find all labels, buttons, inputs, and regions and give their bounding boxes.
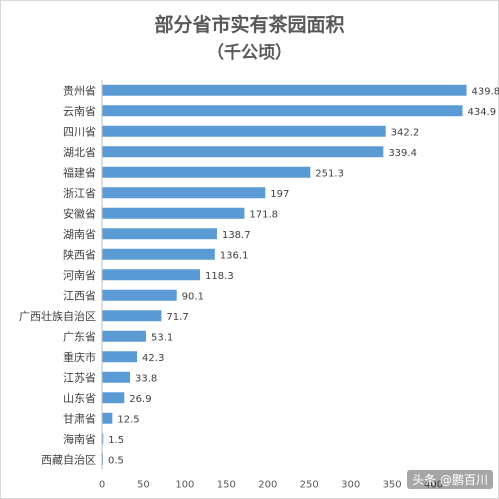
x-tick-label: 150	[217, 480, 236, 491]
category-label: 湖南省	[63, 228, 96, 241]
x-tick-label: 300	[341, 480, 360, 491]
x-axis: 0 50 100 150 200 250 300 350 400	[99, 80, 443, 491]
category-label: 甘肃省	[63, 412, 96, 425]
bar-2	[102, 125, 386, 137]
bar-11	[102, 310, 162, 322]
bar-1	[102, 105, 463, 117]
value-label: 26.9	[129, 394, 151, 405]
category-label: 山东省	[63, 392, 96, 405]
value-label: 251.3	[315, 168, 344, 179]
category-label: 广西壮族自治区	[19, 309, 96, 323]
category-label: 陕西省	[63, 247, 96, 261]
x-tick-label: 50	[137, 480, 150, 491]
bar-6	[102, 207, 245, 219]
bar-15	[102, 392, 125, 404]
category-label: 广东省	[63, 330, 96, 343]
bar-14	[102, 371, 131, 383]
value-label: 439.8	[472, 86, 499, 97]
chart-title: 部分省市实有茶园面积	[154, 14, 345, 36]
value-label: 197	[270, 189, 289, 200]
x-tick-label: 250	[300, 480, 319, 491]
value-label: 342.2	[391, 127, 420, 138]
bar-8	[102, 248, 215, 260]
x-tick-label: 0	[99, 480, 105, 491]
bar-5	[102, 187, 266, 199]
bar-17	[102, 433, 104, 445]
value-label: 339.4	[388, 148, 417, 159]
bar-10	[102, 289, 177, 301]
category-label: 四川省	[63, 125, 96, 138]
value-label: 136.1	[220, 250, 249, 261]
value-label: 33.8	[135, 373, 157, 384]
value-label: 71.7	[166, 312, 188, 323]
bar-0	[102, 84, 467, 96]
category-label: 浙江省	[63, 187, 96, 200]
value-label: 138.7	[222, 230, 251, 241]
chart-subtitle: （千公顷）	[207, 43, 292, 63]
bar-3	[102, 146, 384, 158]
category-label: 重庆市	[63, 350, 96, 364]
category-label: 江苏省	[63, 371, 96, 384]
value-label: 42.3	[142, 353, 164, 364]
value-label: 1.5	[108, 435, 124, 446]
category-label: 西藏自治区	[41, 452, 96, 466]
value-label: 53.1	[151, 332, 173, 343]
category-label: 湖北省	[63, 146, 96, 159]
bar-12	[102, 330, 147, 342]
watermark: 头条 @鹏百川	[407, 470, 493, 489]
value-label: 90.1	[182, 291, 204, 302]
bar-9	[102, 269, 201, 281]
bars-layer	[102, 84, 467, 465]
category-label: 江西省	[63, 289, 96, 302]
value-label: 171.8	[249, 209, 278, 220]
category-label: 安徽省	[63, 206, 96, 220]
x-tick-label: 100	[175, 480, 194, 491]
bar-13	[102, 351, 138, 363]
bar-16	[102, 412, 113, 424]
x-tick-label: 400	[424, 480, 443, 491]
bar-4	[102, 166, 311, 178]
category-label: 贵州省	[63, 84, 96, 97]
x-tick-label: 200	[258, 480, 277, 491]
category-label: 云南省	[63, 105, 96, 118]
x-tick-label: 350	[383, 480, 402, 491]
labels-layer: 贵州省 439.8 云南省 434.9 四川省 342.2 湖北省 339.4 福建省 251.3…	[19, 84, 499, 466]
category-label: 福建省	[63, 165, 96, 179]
bar-7	[102, 228, 217, 240]
category-label: 海南省	[63, 432, 96, 446]
value-label: 0.5	[108, 455, 124, 466]
category-label: 河南省	[63, 269, 96, 282]
value-label: 12.5	[117, 414, 139, 425]
value-label: 434.9	[467, 107, 496, 118]
value-label: 118.3	[205, 271, 234, 282]
